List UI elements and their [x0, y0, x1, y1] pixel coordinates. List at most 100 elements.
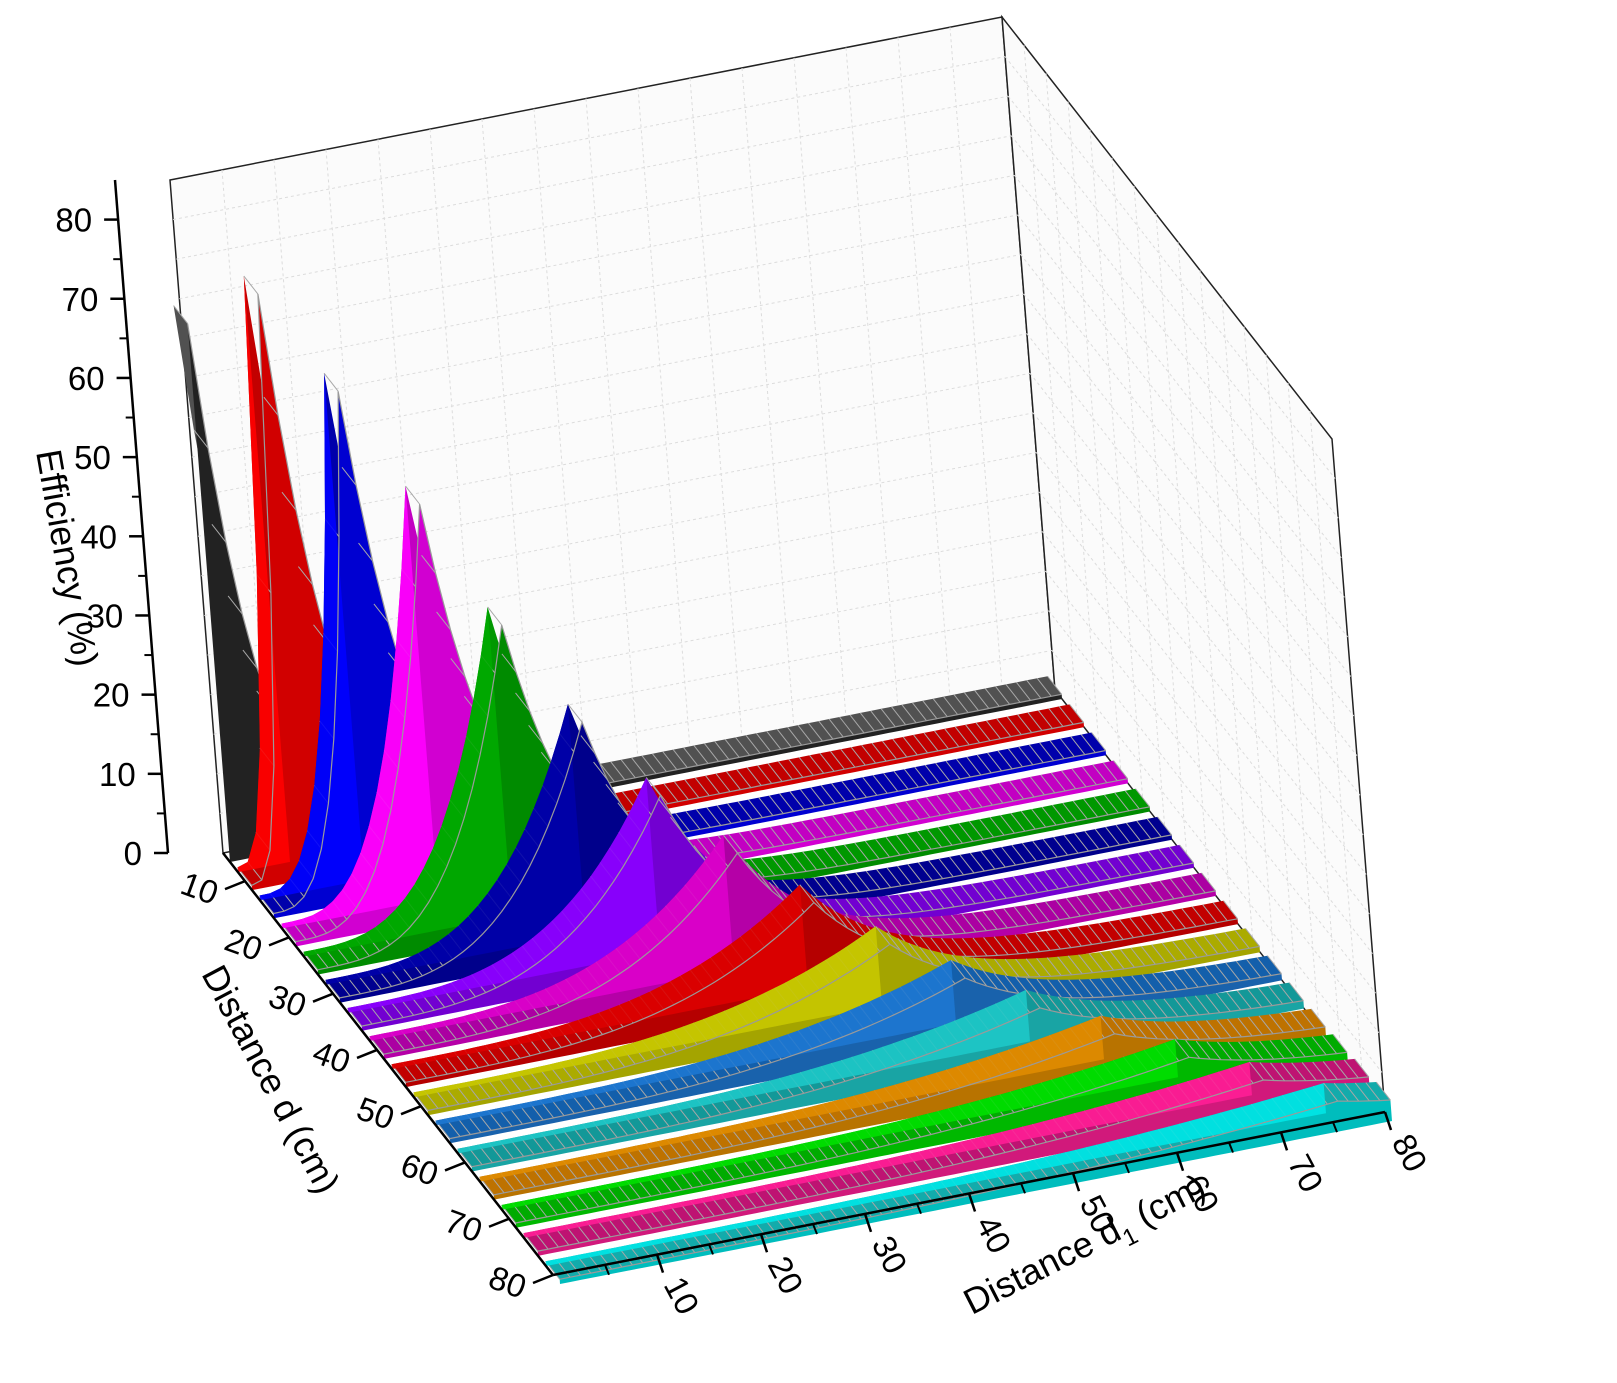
ribbon-mesh [323, 372, 339, 392]
grid-line [1243, 326, 1298, 1000]
ribbon-mesh [1158, 848, 1174, 868]
ribbon-mesh [940, 915, 956, 935]
z-axis-title: Efficiency (%) [28, 446, 106, 669]
ribbon-mesh [714, 741, 730, 760]
ribbon-mesh [1063, 834, 1079, 854]
ribbon-mesh [982, 911, 998, 930]
ribbon-mesh [859, 712, 875, 732]
ribbon-mesh [918, 891, 934, 911]
ribbon-mesh [1067, 955, 1083, 975]
z-tick-label: 50 [74, 439, 111, 476]
ribbon-mesh [1076, 895, 1092, 915]
ribbon-mesh [760, 857, 776, 876]
ribbon-mesh [1234, 929, 1250, 949]
x-minor-tick [916, 1203, 922, 1215]
ribbon-edge [515, 1051, 1348, 1224]
ribbon-mesh [955, 758, 971, 778]
grid-line [1017, 214, 1348, 638]
ribbon-mesh [929, 890, 945, 909]
ribbon-mesh [855, 872, 871, 891]
ribbon-mesh [946, 792, 962, 812]
ribbon-mesh [983, 958, 999, 977]
ribbon-edge [427, 943, 1260, 1112]
ribbon-mesh [672, 749, 688, 768]
ribbon-mesh [759, 828, 775, 848]
ribbon-mesh [863, 809, 879, 828]
grid-line [1048, 610, 1380, 1034]
ribbon-mesh [1212, 902, 1228, 922]
ribbon-mesh [810, 894, 826, 913]
grid-line [1023, 45, 1078, 719]
ribbon-mesh [821, 817, 837, 836]
ribbon-rise [413, 926, 882, 1098]
ribbon-rise [435, 960, 957, 1126]
ribbon-mesh [1115, 824, 1131, 844]
ribbon-mesh [737, 801, 753, 820]
ribbon-mesh [1012, 876, 1028, 895]
ribbon-mesh [1064, 866, 1080, 886]
ribbon-mesh [832, 815, 848, 834]
grid-line [689, 78, 744, 752]
ribbon-mesh [1333, 1082, 1349, 1102]
ribbon-mesh [1089, 999, 1105, 1019]
ribbon-mesh [776, 728, 792, 748]
ribbon-mesh [193, 429, 209, 449]
ribbon-mesh [1110, 977, 1126, 997]
ribbon-mesh [1132, 1019, 1148, 1039]
ribbon-mesh [1056, 929, 1072, 948]
ribbon-mesh [1071, 768, 1087, 788]
x-major-tick [1383, 1111, 1393, 1131]
grid-line [1007, 95, 1339, 519]
grid-line [1177, 242, 1232, 916]
ribbon-mesh [747, 799, 763, 818]
ribbon-mesh [933, 730, 949, 750]
y-tick-label: 30 [264, 977, 311, 1024]
y-tick-label: 80 [484, 1258, 531, 1305]
ribbon-mesh [851, 779, 867, 798]
ribbon-mesh [1095, 860, 1111, 880]
ribbon-mesh [927, 828, 943, 848]
x-tick-label: 40 [969, 1209, 1019, 1259]
ribbon-mesh [685, 810, 701, 830]
ribbon-mesh [1047, 979, 1063, 998]
y-tick-label: 40 [308, 1033, 355, 1080]
ribbon-mesh [1048, 708, 1064, 727]
ribbon-mesh [943, 696, 959, 715]
ribbon-mesh [916, 830, 932, 850]
ribbon-mesh [1135, 788, 1151, 808]
grid-line [429, 129, 484, 803]
ribbon-mesh [1066, 927, 1082, 947]
ribbon-mesh [1147, 850, 1163, 870]
ribbon-mesh [1057, 956, 1073, 976]
ribbon-mesh [866, 897, 882, 916]
ribbon-mesh [1322, 1035, 1337, 1054]
ribbon-mesh [905, 801, 921, 820]
ribbon-mesh [1097, 892, 1112, 911]
ribbon-mesh [727, 803, 743, 822]
ribbon-mesh [965, 724, 981, 744]
ribbon-mesh [1323, 1082, 1339, 1102]
x-major-tick [1175, 1152, 1185, 1172]
ribbon-mesh [1217, 1041, 1232, 1061]
ribbon-mesh [1312, 1061, 1328, 1081]
ribbon-mesh [1027, 712, 1043, 731]
ribbon-mesh [1024, 904, 1040, 924]
ribbon-mesh [1201, 872, 1217, 892]
ribbon-mesh [884, 805, 900, 824]
ribbon-mesh [1040, 774, 1056, 794]
ribbon-mesh [715, 773, 731, 792]
ribbon-mesh [757, 872, 773, 892]
ribbon-mesh [976, 754, 992, 774]
grid-line [845, 47, 900, 721]
ribbon-mesh [1079, 999, 1094, 1018]
ribbon-mesh [780, 824, 796, 844]
ribbon-mesh [1069, 704, 1085, 723]
ribbon-mesh [1194, 995, 1210, 1015]
ribbon-mesh [1354, 1058, 1370, 1078]
ribbon-mesh [919, 946, 935, 966]
ribbon-mesh [1059, 738, 1075, 757]
ribbon-mesh [1011, 844, 1027, 864]
ribbon-mesh [1065, 897, 1081, 917]
ribbon-mesh [887, 895, 903, 915]
ribbon-mesh [861, 744, 877, 764]
